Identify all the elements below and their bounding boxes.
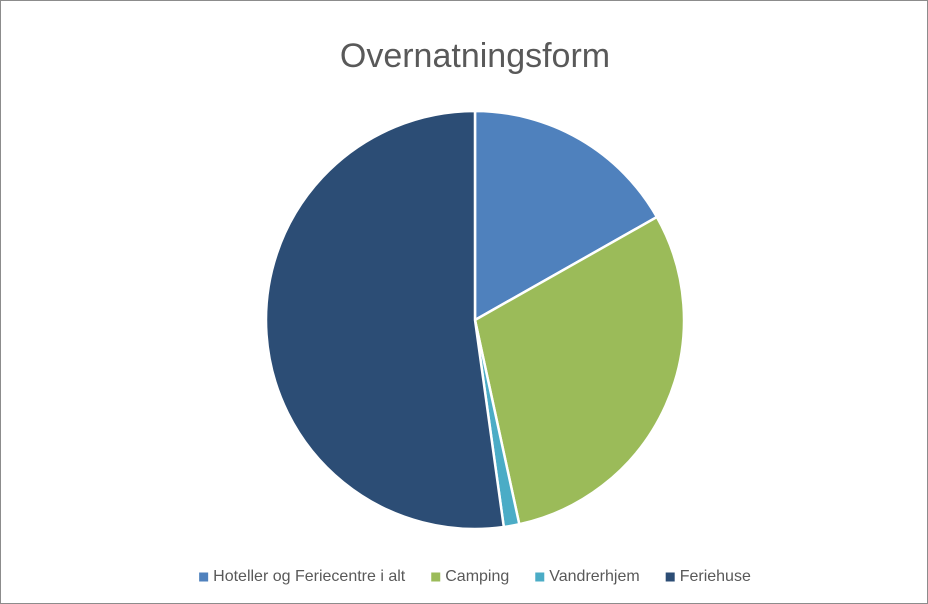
- legend-label: Feriehuse: [680, 568, 751, 585]
- pie-slice: [264, 109, 506, 531]
- legend-label: Camping: [445, 568, 509, 585]
- legend-swatch: [665, 572, 675, 582]
- legend-label: Hoteller og Feriecentre i alt: [213, 568, 406, 585]
- legend-swatch: [431, 572, 441, 582]
- legend: Hoteller og Feriecentre i alt Camping Vand…: [199, 568, 751, 585]
- legend-swatch: [199, 572, 209, 582]
- pie-slice: [473, 215, 686, 526]
- legend-swatch: [535, 572, 545, 582]
- legend-label: Vandrerhjem: [549, 568, 639, 585]
- chart-title: Overnatningsform: [340, 37, 610, 75]
- pie-slice: [473, 109, 659, 323]
